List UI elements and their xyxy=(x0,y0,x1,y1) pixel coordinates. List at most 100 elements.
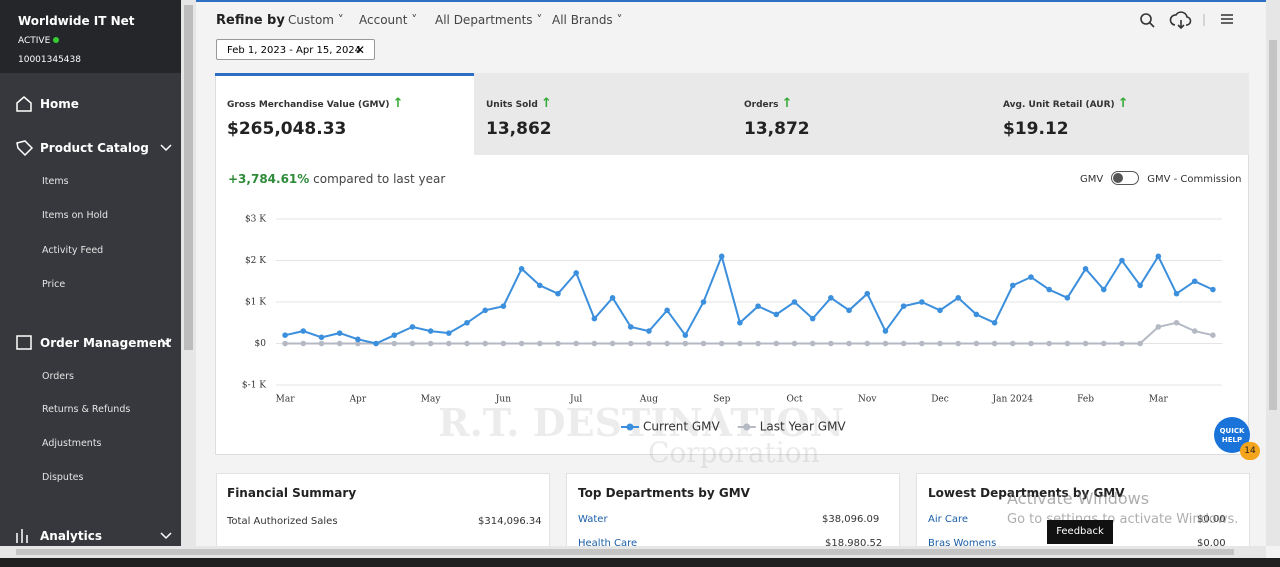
status-dot xyxy=(53,37,60,43)
account-status: ACTIVE xyxy=(18,36,60,46)
x-tick-label: Oct xyxy=(786,395,802,405)
data-point xyxy=(700,299,707,305)
data-point xyxy=(1046,340,1052,347)
date-chip[interactable]: Feb 1, 2023 - Apr 15, 2024 ✕ xyxy=(216,39,375,60)
data-point xyxy=(1155,324,1162,330)
page-scrollbar[interactable] xyxy=(1266,0,1280,546)
kpi-label[interactable]: Avg. Unit Retail (AUR) ↑ xyxy=(1003,96,1129,111)
data-point xyxy=(700,340,707,347)
filter-dropdown[interactable]: Custom ˅ xyxy=(288,13,344,27)
data-point xyxy=(937,340,943,347)
nav-order-management[interactable]: Order Management xyxy=(40,336,172,350)
data-point xyxy=(737,340,743,347)
data-point xyxy=(973,340,980,347)
kpi-label[interactable]: Orders ↑ xyxy=(744,96,793,111)
comparison: +3,784.61% compared to last year xyxy=(228,172,445,186)
x-tick-label: Feb xyxy=(1077,395,1094,405)
row-value: $18,980.52 xyxy=(825,538,883,549)
data-point xyxy=(555,340,561,347)
data-point xyxy=(409,340,416,347)
account-header xyxy=(0,0,181,73)
windows-notice: Go to settings to activate Windows. xyxy=(1007,512,1239,527)
legend-marker xyxy=(626,423,634,431)
filter-dropdown[interactable]: All Departments ˅ xyxy=(435,13,543,27)
data-point xyxy=(555,290,561,297)
data-point xyxy=(355,340,361,347)
data-point xyxy=(427,340,434,347)
data-point xyxy=(536,340,543,347)
nav-product-catalog[interactable]: Product Catalog xyxy=(40,141,149,155)
data-point xyxy=(482,307,489,314)
data-point xyxy=(464,319,470,326)
panel xyxy=(216,473,550,555)
nav-item[interactable]: Price xyxy=(42,279,66,290)
kpi-value: 13,862 xyxy=(486,119,552,139)
data-point xyxy=(646,328,652,334)
filter-label: All Departments xyxy=(435,13,533,27)
data-point xyxy=(846,307,852,314)
filter-dropdown[interactable]: All Brands ˅ xyxy=(552,13,623,27)
data-point xyxy=(664,340,670,347)
data-point xyxy=(573,270,579,276)
horizontal-scrollbar[interactable] xyxy=(0,546,1266,558)
vertical-scrollbar[interactable] xyxy=(181,0,196,546)
kpi-label[interactable]: Gross Merchandise Value (GMV) ↑ xyxy=(227,96,404,111)
data-point xyxy=(391,340,398,347)
data-point xyxy=(882,328,889,334)
filter-label: All Brands xyxy=(552,13,613,27)
data-point xyxy=(482,340,489,347)
panel-title: Top Departments by GMV xyxy=(578,486,750,500)
legend-label: Current GMV xyxy=(643,420,721,434)
kpi-value: $265,048.33 xyxy=(227,119,347,139)
row-label[interactable]: Health Care xyxy=(578,538,638,549)
data-point xyxy=(864,290,871,297)
nav-item[interactable]: Items xyxy=(42,176,69,187)
row-label[interactable]: Air Care xyxy=(928,514,969,525)
data-point xyxy=(591,315,598,322)
toggle-left: GMV xyxy=(1080,174,1104,185)
data-point xyxy=(955,295,962,301)
data-point xyxy=(1210,286,1216,293)
toolbar-icons[interactable] xyxy=(1130,8,1240,34)
x-tick-label: Apr xyxy=(349,395,367,405)
status-text: ACTIVE xyxy=(18,36,51,46)
data-point xyxy=(1210,332,1216,338)
sidebar xyxy=(0,0,181,567)
gmv-toggle[interactable]: GMV GMV - Commission xyxy=(1080,171,1241,185)
windows-notice: Activate Windows xyxy=(1007,489,1150,508)
data-point xyxy=(627,340,634,347)
row-label[interactable]: Water xyxy=(578,514,608,525)
panel-title: Financial Summary xyxy=(227,486,357,500)
x-tick-label: Sep xyxy=(713,395,730,405)
y-tick-label: $0 xyxy=(255,339,267,349)
data-point xyxy=(682,332,689,338)
nav-item[interactable]: Disputes xyxy=(42,472,84,483)
nav-item[interactable]: Orders xyxy=(42,371,74,382)
nav-item[interactable]: Adjustments xyxy=(42,438,102,449)
nav-item[interactable]: Activity Feed xyxy=(42,245,104,256)
data-point xyxy=(282,340,288,347)
data-point xyxy=(1009,340,1016,347)
nav-item[interactable]: Returns & Refunds xyxy=(42,404,131,415)
x-tick-label: Mar xyxy=(1149,395,1169,405)
nav-item[interactable]: Items on Hold xyxy=(42,210,109,221)
row-label[interactable]: Bras Womens xyxy=(928,538,997,549)
data-point xyxy=(1173,290,1180,297)
data-point xyxy=(1046,286,1052,293)
filter-dropdown[interactable]: Account ˅ xyxy=(359,13,418,27)
kpi-tabs xyxy=(474,73,1249,155)
series-line xyxy=(285,321,1214,345)
toggle-right: GMV - Commission xyxy=(1147,174,1242,185)
data-point xyxy=(1082,266,1089,272)
data-point xyxy=(1100,340,1107,347)
row-value: $314,096.34 xyxy=(478,516,542,527)
data-point xyxy=(1119,257,1125,264)
data-point xyxy=(919,299,925,305)
nav-analytics[interactable]: Analytics xyxy=(40,529,102,543)
kpi-label[interactable]: Units Sold ↑ xyxy=(486,96,552,111)
feedback-button[interactable]: Feedback xyxy=(1047,520,1113,544)
nav-home[interactable]: Home xyxy=(40,97,79,111)
data-point xyxy=(846,340,852,347)
sidebar-icons xyxy=(16,96,172,543)
